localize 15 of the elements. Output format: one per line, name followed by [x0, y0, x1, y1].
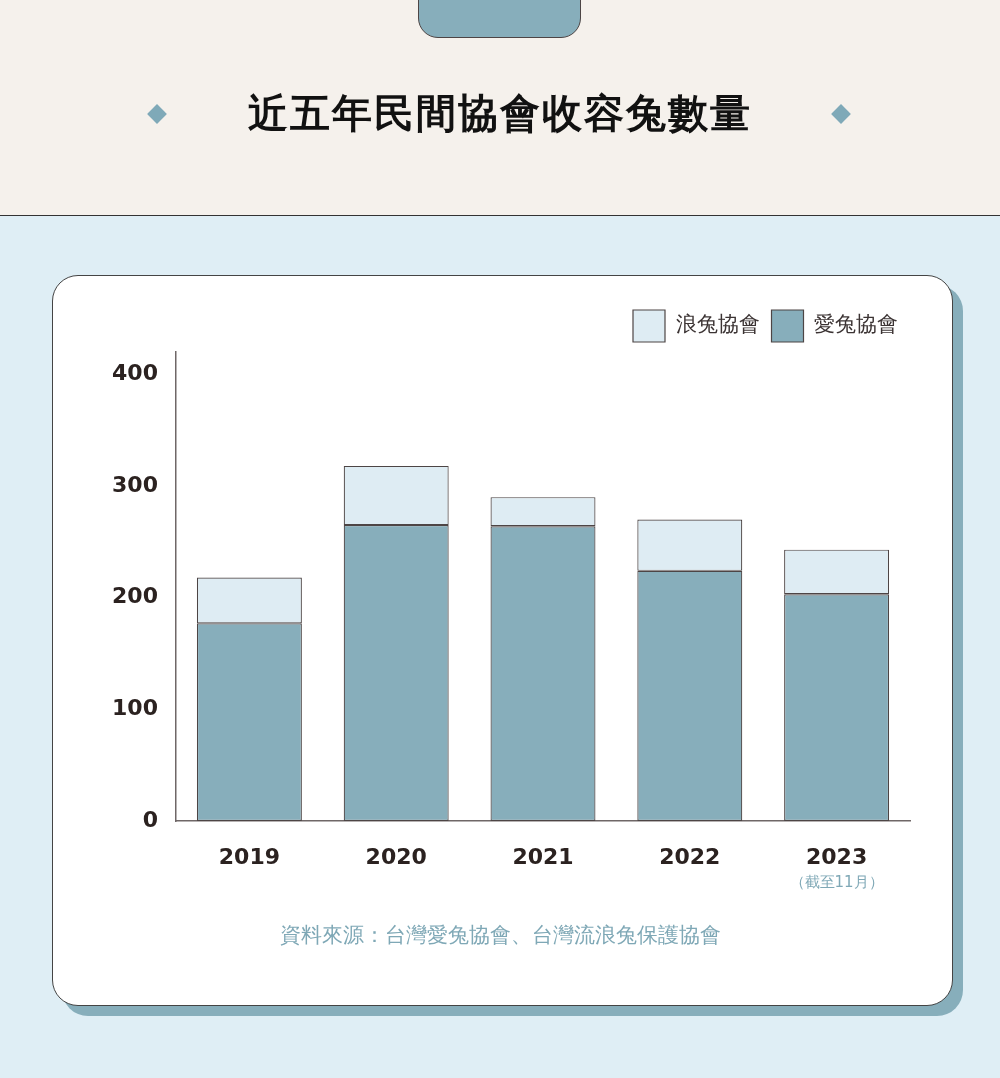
y-tick-label: 400	[112, 360, 158, 386]
y-tick-label: 100	[112, 695, 158, 721]
legend-label: 愛兔協會	[814, 312, 898, 337]
x-tick-label: 2020	[365, 843, 427, 869]
y-tick-label: 0	[142, 806, 158, 832]
source-note: 資料來源：台灣愛兔協會、台灣流浪兔保護協會	[278, 922, 722, 949]
y-tick-label: 300	[112, 471, 158, 497]
y-tick-label: 200	[112, 583, 158, 609]
legend-label: 浪兔協會	[675, 312, 760, 337]
x-tick-label: 2019	[218, 843, 281, 869]
x-tick-label: 2021	[512, 843, 574, 869]
chart-title: 近五年民間協會收容兔數量	[247, 89, 753, 138]
text: （截至11月）	[789, 872, 884, 891]
x-tick-label: 2023	[805, 843, 868, 869]
x-tick-label: 2022	[659, 843, 721, 869]
